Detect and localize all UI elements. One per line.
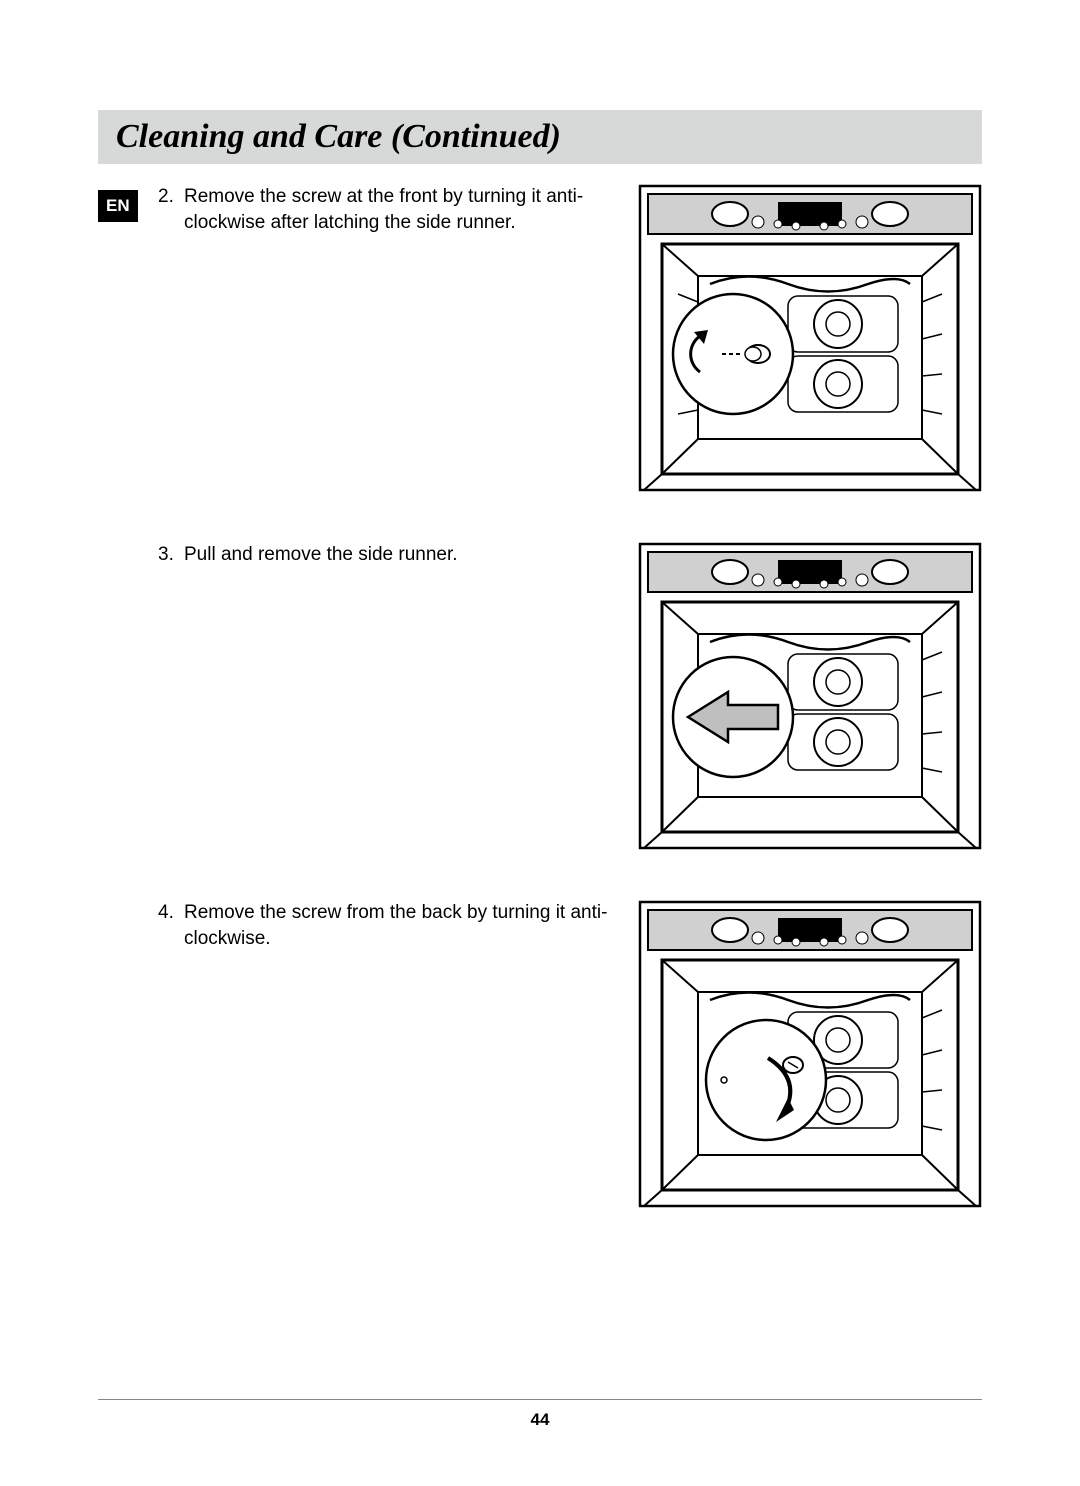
step-text-block: 2. Remove the screw at the front by turn… (158, 184, 610, 235)
step-text: Remove the screw from the back by turnin… (184, 900, 610, 951)
step-row: 2. Remove the screw at the front by turn… (158, 184, 982, 492)
step-number: 3. (158, 542, 184, 568)
step-text: Pull and remove the side runner. (184, 542, 458, 568)
step-text: Remove the screw at the front by turning… (184, 184, 610, 235)
oven-diagram-step4-icon (638, 900, 982, 1208)
step-figure (638, 184, 982, 492)
step-figure (638, 542, 982, 850)
steps-content: 2. Remove the screw at the front by turn… (158, 184, 982, 1208)
page-number: 44 (531, 1410, 550, 1429)
footer-rule (98, 1399, 982, 1400)
step-row: 4. Remove the screw from the back by tur… (158, 900, 982, 1208)
step-text-block: 3. Pull and remove the side runner. (158, 542, 610, 568)
section-title-bar: Cleaning and Care (Continued) (98, 110, 982, 164)
step-number: 4. (158, 900, 184, 951)
step-number: 2. (158, 184, 184, 235)
step-text-block: 4. Remove the screw from the back by tur… (158, 900, 610, 951)
oven-diagram-step3-icon (638, 542, 982, 850)
section-title: Cleaning and Care (Continued) (116, 118, 964, 156)
step-row: 3. Pull and remove the side runner. (158, 542, 982, 850)
page-footer: 44 (0, 1399, 1080, 1430)
language-tab: EN (98, 190, 138, 222)
step-figure (638, 900, 982, 1208)
oven-diagram-step2-icon (638, 184, 982, 492)
